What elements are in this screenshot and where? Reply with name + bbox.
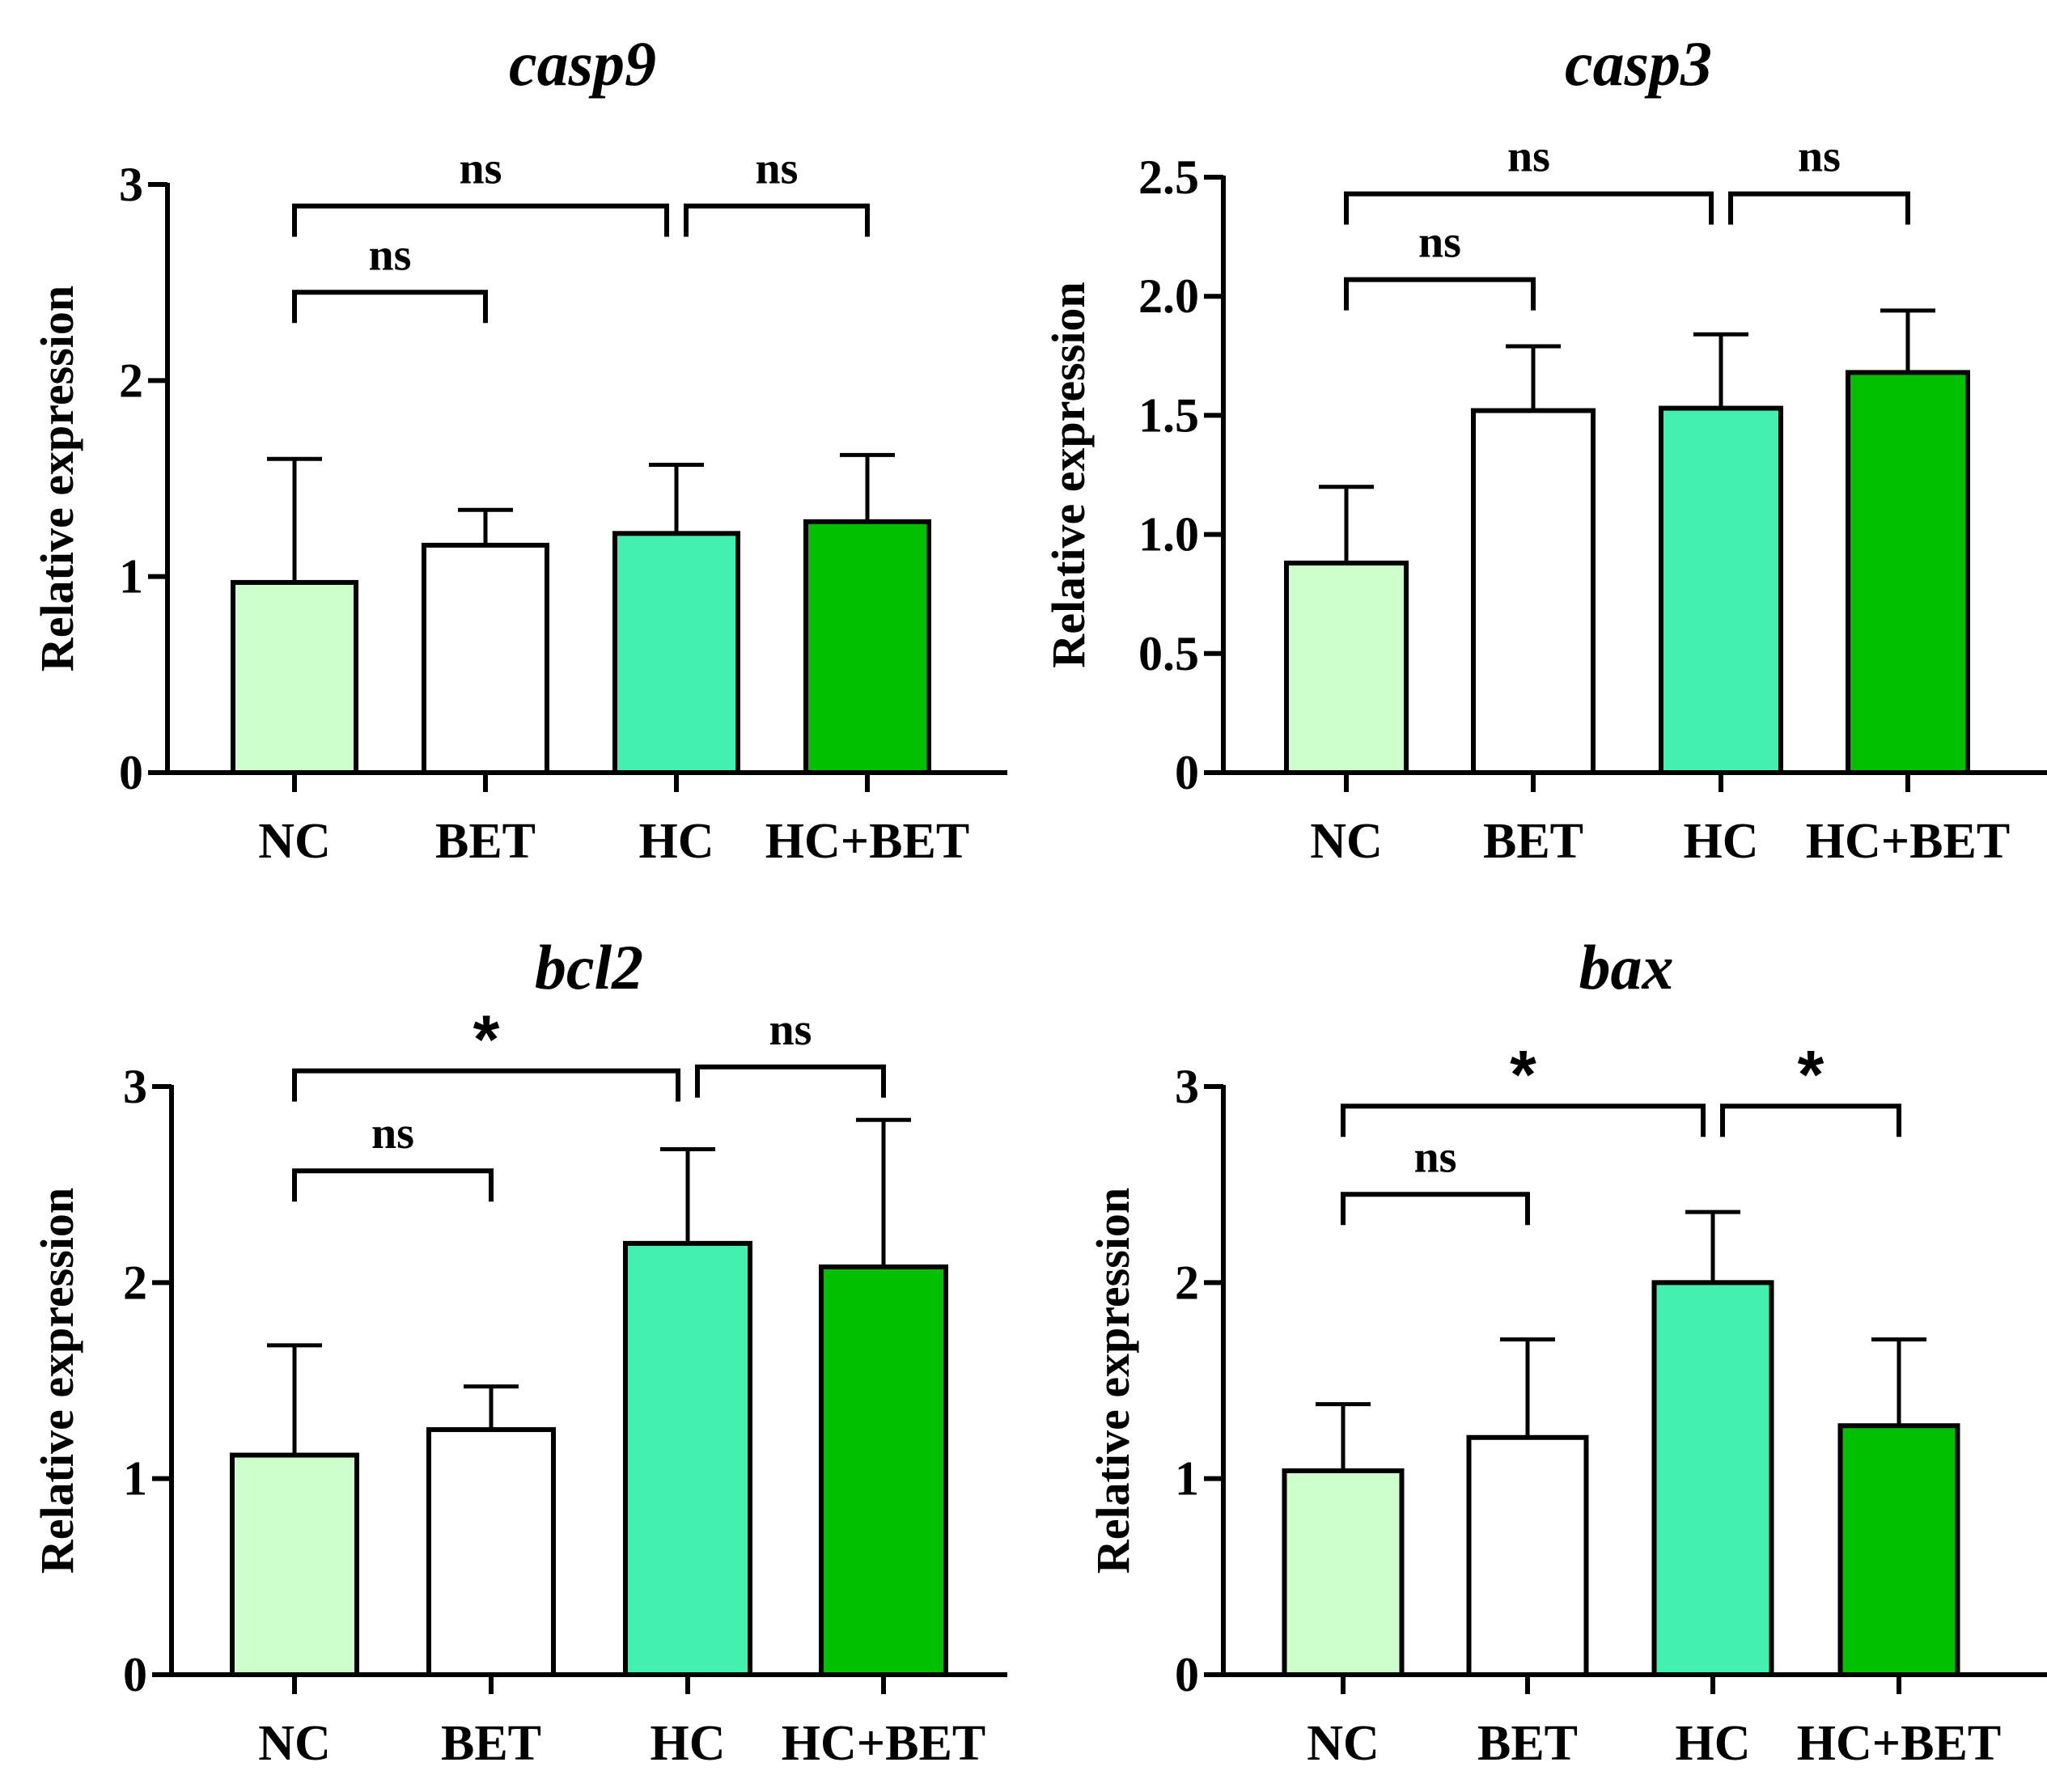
significance-label: ns: [369, 230, 412, 280]
significance-label: ns: [460, 144, 502, 194]
significance-bracket: [1344, 277, 1536, 311]
y-tick-label: 0: [119, 746, 143, 799]
significance-label: ns: [1414, 1132, 1457, 1182]
significance-label: *: [1510, 1036, 1536, 1112]
x-tick-label: BET: [441, 1716, 541, 1771]
bar-nc: [1282, 1468, 1405, 1678]
x-tick-label: BET: [1483, 814, 1583, 869]
x-tick-label: NC: [258, 814, 331, 869]
bar-hc: [623, 1240, 752, 1678]
y-tick-label: 3: [1175, 1060, 1199, 1113]
bar-hc-bet: [803, 519, 931, 776]
significance-bracket: [292, 203, 669, 237]
y-tick-label: 0.5: [1138, 627, 1199, 680]
bar-hc: [1659, 405, 1783, 775]
y-axis-label: Relative expression: [31, 1188, 83, 1574]
significance-bracket: [292, 1168, 494, 1202]
panel-casp3: casp3 Relative expression 0 0.5 1.0 1.5 2.0 2…: [1042, 28, 2047, 869]
y-tick-label: 1.0: [1138, 508, 1199, 561]
y-tick-label: 0: [1175, 746, 1199, 799]
y-tick-label: 3: [123, 1060, 147, 1113]
x-tick-label: HC+BET: [1797, 1716, 2001, 1771]
y-tick-label: 1: [1175, 1452, 1199, 1506]
x-tick-label: BET: [435, 814, 536, 869]
bar-nc: [1284, 560, 1409, 775]
y-tick-label: 2: [123, 1256, 147, 1309]
significance-label: ns: [1798, 132, 1841, 182]
significance-bracket: [1728, 191, 1910, 225]
x-tick-label: HC: [639, 814, 714, 869]
bar-bet: [1471, 408, 1596, 775]
x-tick-label: HC+BET: [765, 814, 969, 869]
bar-bet: [1466, 1434, 1589, 1677]
y-tick-label: 0: [1175, 1648, 1199, 1701]
bar-bet: [422, 542, 549, 775]
x-tick-label: NC: [258, 1716, 331, 1771]
significance-bracket: [1341, 1192, 1530, 1226]
significance-label: ns: [371, 1108, 414, 1159]
significance-label: ns: [1418, 218, 1461, 268]
bar-hc-bet: [819, 1264, 948, 1677]
y-tick-label: 1: [123, 1452, 147, 1506]
x-tick-label: BET: [1477, 1716, 1578, 1771]
x-tick-label: HC: [651, 1716, 726, 1771]
bar-nc: [230, 1452, 359, 1677]
chart-title: casp9: [509, 28, 656, 99]
x-tick-label: HC: [1676, 1716, 1751, 1771]
x-tick-label: HC+BET: [782, 1716, 985, 1771]
x-tick-label: NC: [1310, 814, 1383, 869]
bar-hc-bet: [1837, 1423, 1960, 1678]
chart-title: bax: [1579, 932, 1674, 1002]
y-axis-label: Relative expression: [31, 286, 83, 671]
y-tick-label: 2.5: [1138, 150, 1199, 204]
y-tick-label: 2: [119, 354, 143, 407]
y-tick-label: 2.0: [1138, 269, 1199, 323]
significance-label: *: [1798, 1036, 1824, 1112]
y-tick-label: 3: [119, 158, 143, 211]
y-tick-label: 0: [123, 1648, 147, 1701]
x-tick-label: HC: [1684, 814, 1759, 869]
bar-hc: [1651, 1280, 1774, 1678]
chart-title: casp3: [1565, 28, 1712, 99]
significance-bracket: [684, 203, 870, 237]
y-tick-label: 1: [119, 550, 143, 604]
significance-label: ns: [769, 1005, 812, 1055]
panel-bax: bax Relative expression 0 1 2 3 NC BET HC HC+BE…: [1087, 932, 2047, 1771]
y-tick-label: 1.5: [1138, 388, 1199, 442]
significance-bracket: [292, 1068, 680, 1102]
x-tick-label: NC: [1307, 1716, 1380, 1771]
bar-bet: [426, 1427, 556, 1678]
bar-hc: [612, 531, 740, 775]
significance-bracket: [1720, 1104, 1901, 1137]
significance-bracket: [1344, 191, 1714, 225]
y-tick-label: 2: [1175, 1256, 1199, 1309]
significance-label: ns: [1507, 132, 1550, 182]
x-tick-label: HC+BET: [1806, 814, 2010, 869]
significance-bracket: [292, 290, 488, 324]
bar-hc-bet: [1846, 370, 1970, 775]
bar-nc: [231, 579, 358, 775]
significance-bracket: [695, 1064, 886, 1098]
panel-bcl2: bcl2 Relative expression 0 1 2 3 NC BET HC HC+B…: [31, 932, 1007, 1771]
significance-label: *: [473, 1002, 500, 1078]
significance-bracket: [1341, 1104, 1706, 1137]
y-axis-label: Relative expression: [1042, 282, 1095, 667]
significance-label: ns: [756, 144, 799, 194]
y-axis-label: Relative expression: [1087, 1188, 1139, 1574]
chart-title: bcl2: [535, 932, 643, 1002]
panel-casp9: casp9 Relative expression 0 1 2 3 NC BET HC HC+…: [31, 28, 1007, 869]
